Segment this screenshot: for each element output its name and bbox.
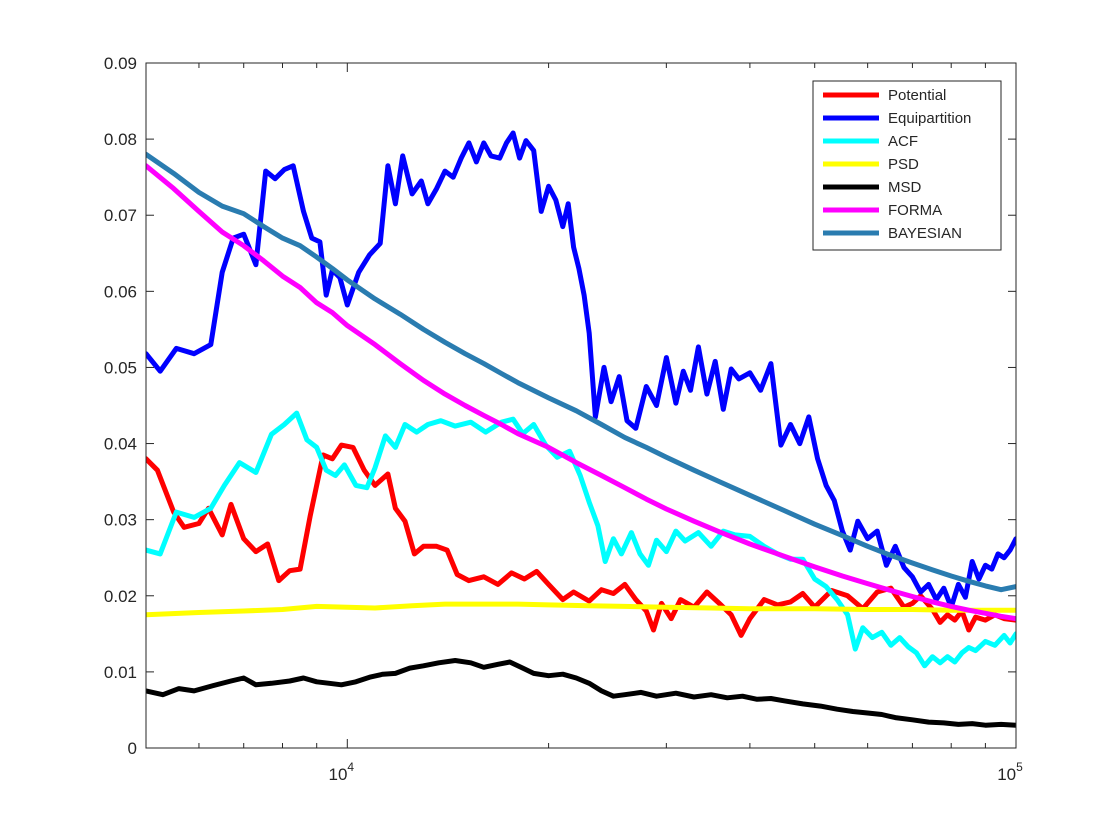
y-tick-label: 0.05 [104,358,137,377]
y-tick-label: 0.07 [104,206,137,225]
y-tick-label: 0.01 [104,663,137,682]
series-line-psd [146,601,1016,618]
legend: Potential Equipartition ACF PSD MSD FORMA BAYE… [812,80,1002,251]
y-tick-label: 0.02 [104,587,137,606]
y-tick-label: 0.04 [104,435,137,454]
legend-label-potential: Potential [888,87,946,104]
y-tick-label: 0.06 [104,282,137,301]
legend-label-acf: ACF [888,133,918,150]
y-tick-label: 0.03 [104,511,137,530]
legend-label-bayesian: BAYESIAN [888,225,962,242]
legend-label-equipartition: Equipartition [888,110,971,127]
series-line-msd [146,658,1016,728]
legend-label-msd: MSD [888,179,922,196]
series-line-acf [146,410,1016,669]
x-tick-label: 104 [328,760,354,784]
series-line-potential [146,442,1016,638]
legend-label-psd: PSD [888,156,919,173]
series-layer [146,130,1016,728]
tick-layer: 0 0.01 0.02 0.03 0.04 0.05 0.06 0.07 0.08 0.09 104… [104,54,1023,784]
axes-box [145,62,1017,749]
series-line-forma [146,163,1016,622]
y-tick-label: 0 [128,739,137,758]
x-tick-label: 105 [997,760,1023,784]
y-tick-label: 0.09 [104,54,137,73]
y-tick-label: 0.08 [104,130,137,149]
series-line-bayesian [146,151,1016,593]
legend-label-forma: FORMA [888,202,942,219]
